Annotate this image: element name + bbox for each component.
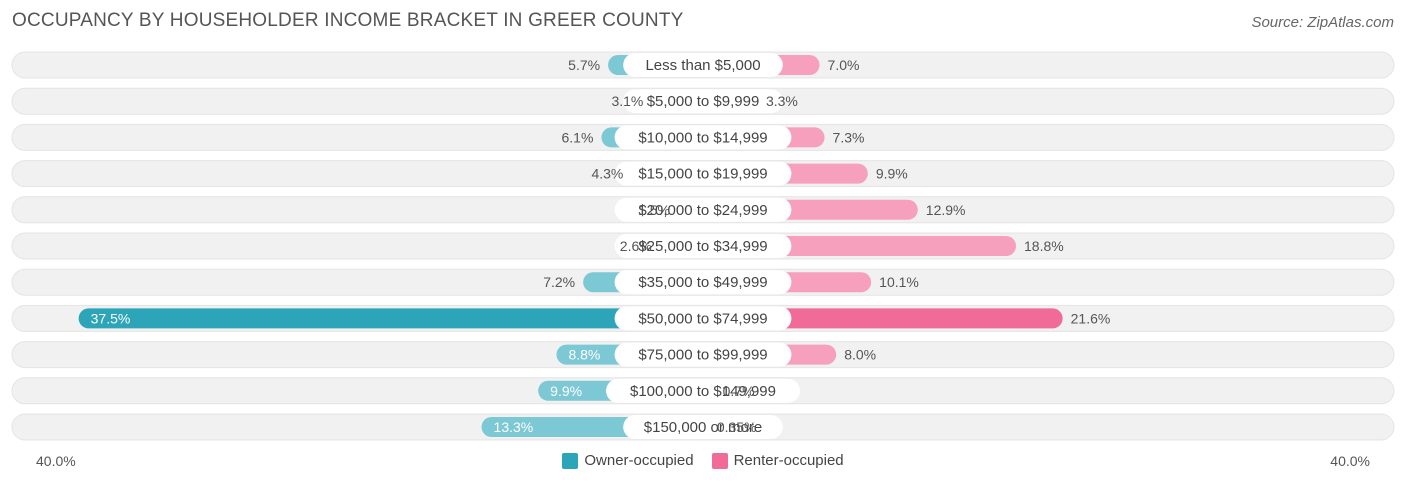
value-label-owner: 8.8% xyxy=(568,347,600,363)
bar-renter xyxy=(703,308,1063,329)
value-label-owner: 4.3% xyxy=(591,166,623,182)
category-label: $10,000 to $14,999 xyxy=(638,129,767,146)
value-label-renter: 12.9% xyxy=(926,202,966,218)
value-label-renter: 7.0% xyxy=(828,57,860,73)
category-pill xyxy=(623,53,783,77)
category-label: $15,000 to $19,999 xyxy=(638,166,767,183)
category-label: $50,000 to $74,999 xyxy=(638,310,767,327)
value-label-owner: 2.6% xyxy=(620,238,652,254)
legend-swatch-renter xyxy=(711,452,728,469)
category-label: $75,000 to $99,999 xyxy=(638,347,767,364)
value-label-renter: 0.35% xyxy=(717,419,757,435)
category-label: $5,000 to $9,999 xyxy=(647,93,760,110)
category-pill xyxy=(614,125,792,150)
category-label: $100,000 to $149,999 xyxy=(630,383,776,400)
category-pill xyxy=(623,415,783,439)
legend-label-owner: Owner-occupied xyxy=(584,452,694,469)
value-label-renter: 3.3% xyxy=(766,93,798,109)
value-label-owner: 5.7% xyxy=(568,57,600,73)
value-label-owner: 6.1% xyxy=(562,129,594,145)
category-label: $150,000 or more xyxy=(644,419,762,436)
category-pill xyxy=(606,378,800,403)
category-label: $25,000 to $34,999 xyxy=(638,238,767,255)
value-label-renter: 10.1% xyxy=(879,274,919,290)
category-pill xyxy=(623,89,783,114)
value-label-renter: 21.6% xyxy=(1071,310,1111,326)
value-label-owner: 3.1% xyxy=(611,93,643,109)
value-label-owner: 7.2% xyxy=(543,274,575,290)
chart-legend: Owner-occupied Renter-occupied xyxy=(0,452,1406,469)
category-pill xyxy=(614,270,792,295)
legend-item-owner[interactable]: Owner-occupied xyxy=(562,452,694,469)
value-label-owner: 1.5% xyxy=(638,202,670,218)
value-label-renter: 0.7% xyxy=(723,383,755,399)
category-label: Less than $5,000 xyxy=(645,57,760,74)
bar-owner xyxy=(78,308,703,329)
category-label: $35,000 to $49,999 xyxy=(638,274,767,291)
category-pill xyxy=(614,161,792,186)
category-label: $20,000 to $24,999 xyxy=(638,202,767,219)
value-label-renter: 7.3% xyxy=(833,129,865,145)
value-label-owner: 9.9% xyxy=(550,383,582,399)
value-label-owner: 37.5% xyxy=(91,310,131,326)
category-pill xyxy=(614,342,792,367)
category-pill xyxy=(614,197,792,222)
legend-swatch-owner xyxy=(562,452,579,469)
category-pill xyxy=(614,234,792,258)
value-label-owner: 13.3% xyxy=(494,419,534,435)
chart-source: Source: ZipAtlas.com xyxy=(1251,14,1394,31)
legend-label-renter: Renter-occupied xyxy=(733,452,844,469)
chart-title: OCCUPANCY BY HOUSEHOLDER INCOME BRACKET … xyxy=(12,10,684,31)
axis-left-label: 40.0% xyxy=(36,453,76,469)
value-label-renter: 9.9% xyxy=(876,166,908,182)
legend-item-renter[interactable]: Renter-occupied xyxy=(711,452,844,469)
chart-canvas: Less than $5,000 5.7% 7.0% $5,000 to $9,999… xyxy=(11,51,1395,441)
value-label-renter: 18.8% xyxy=(1024,238,1064,254)
axis-right-label: 40.0% xyxy=(1330,453,1370,469)
value-label-renter: 8.0% xyxy=(844,347,876,363)
category-pill xyxy=(614,306,792,331)
